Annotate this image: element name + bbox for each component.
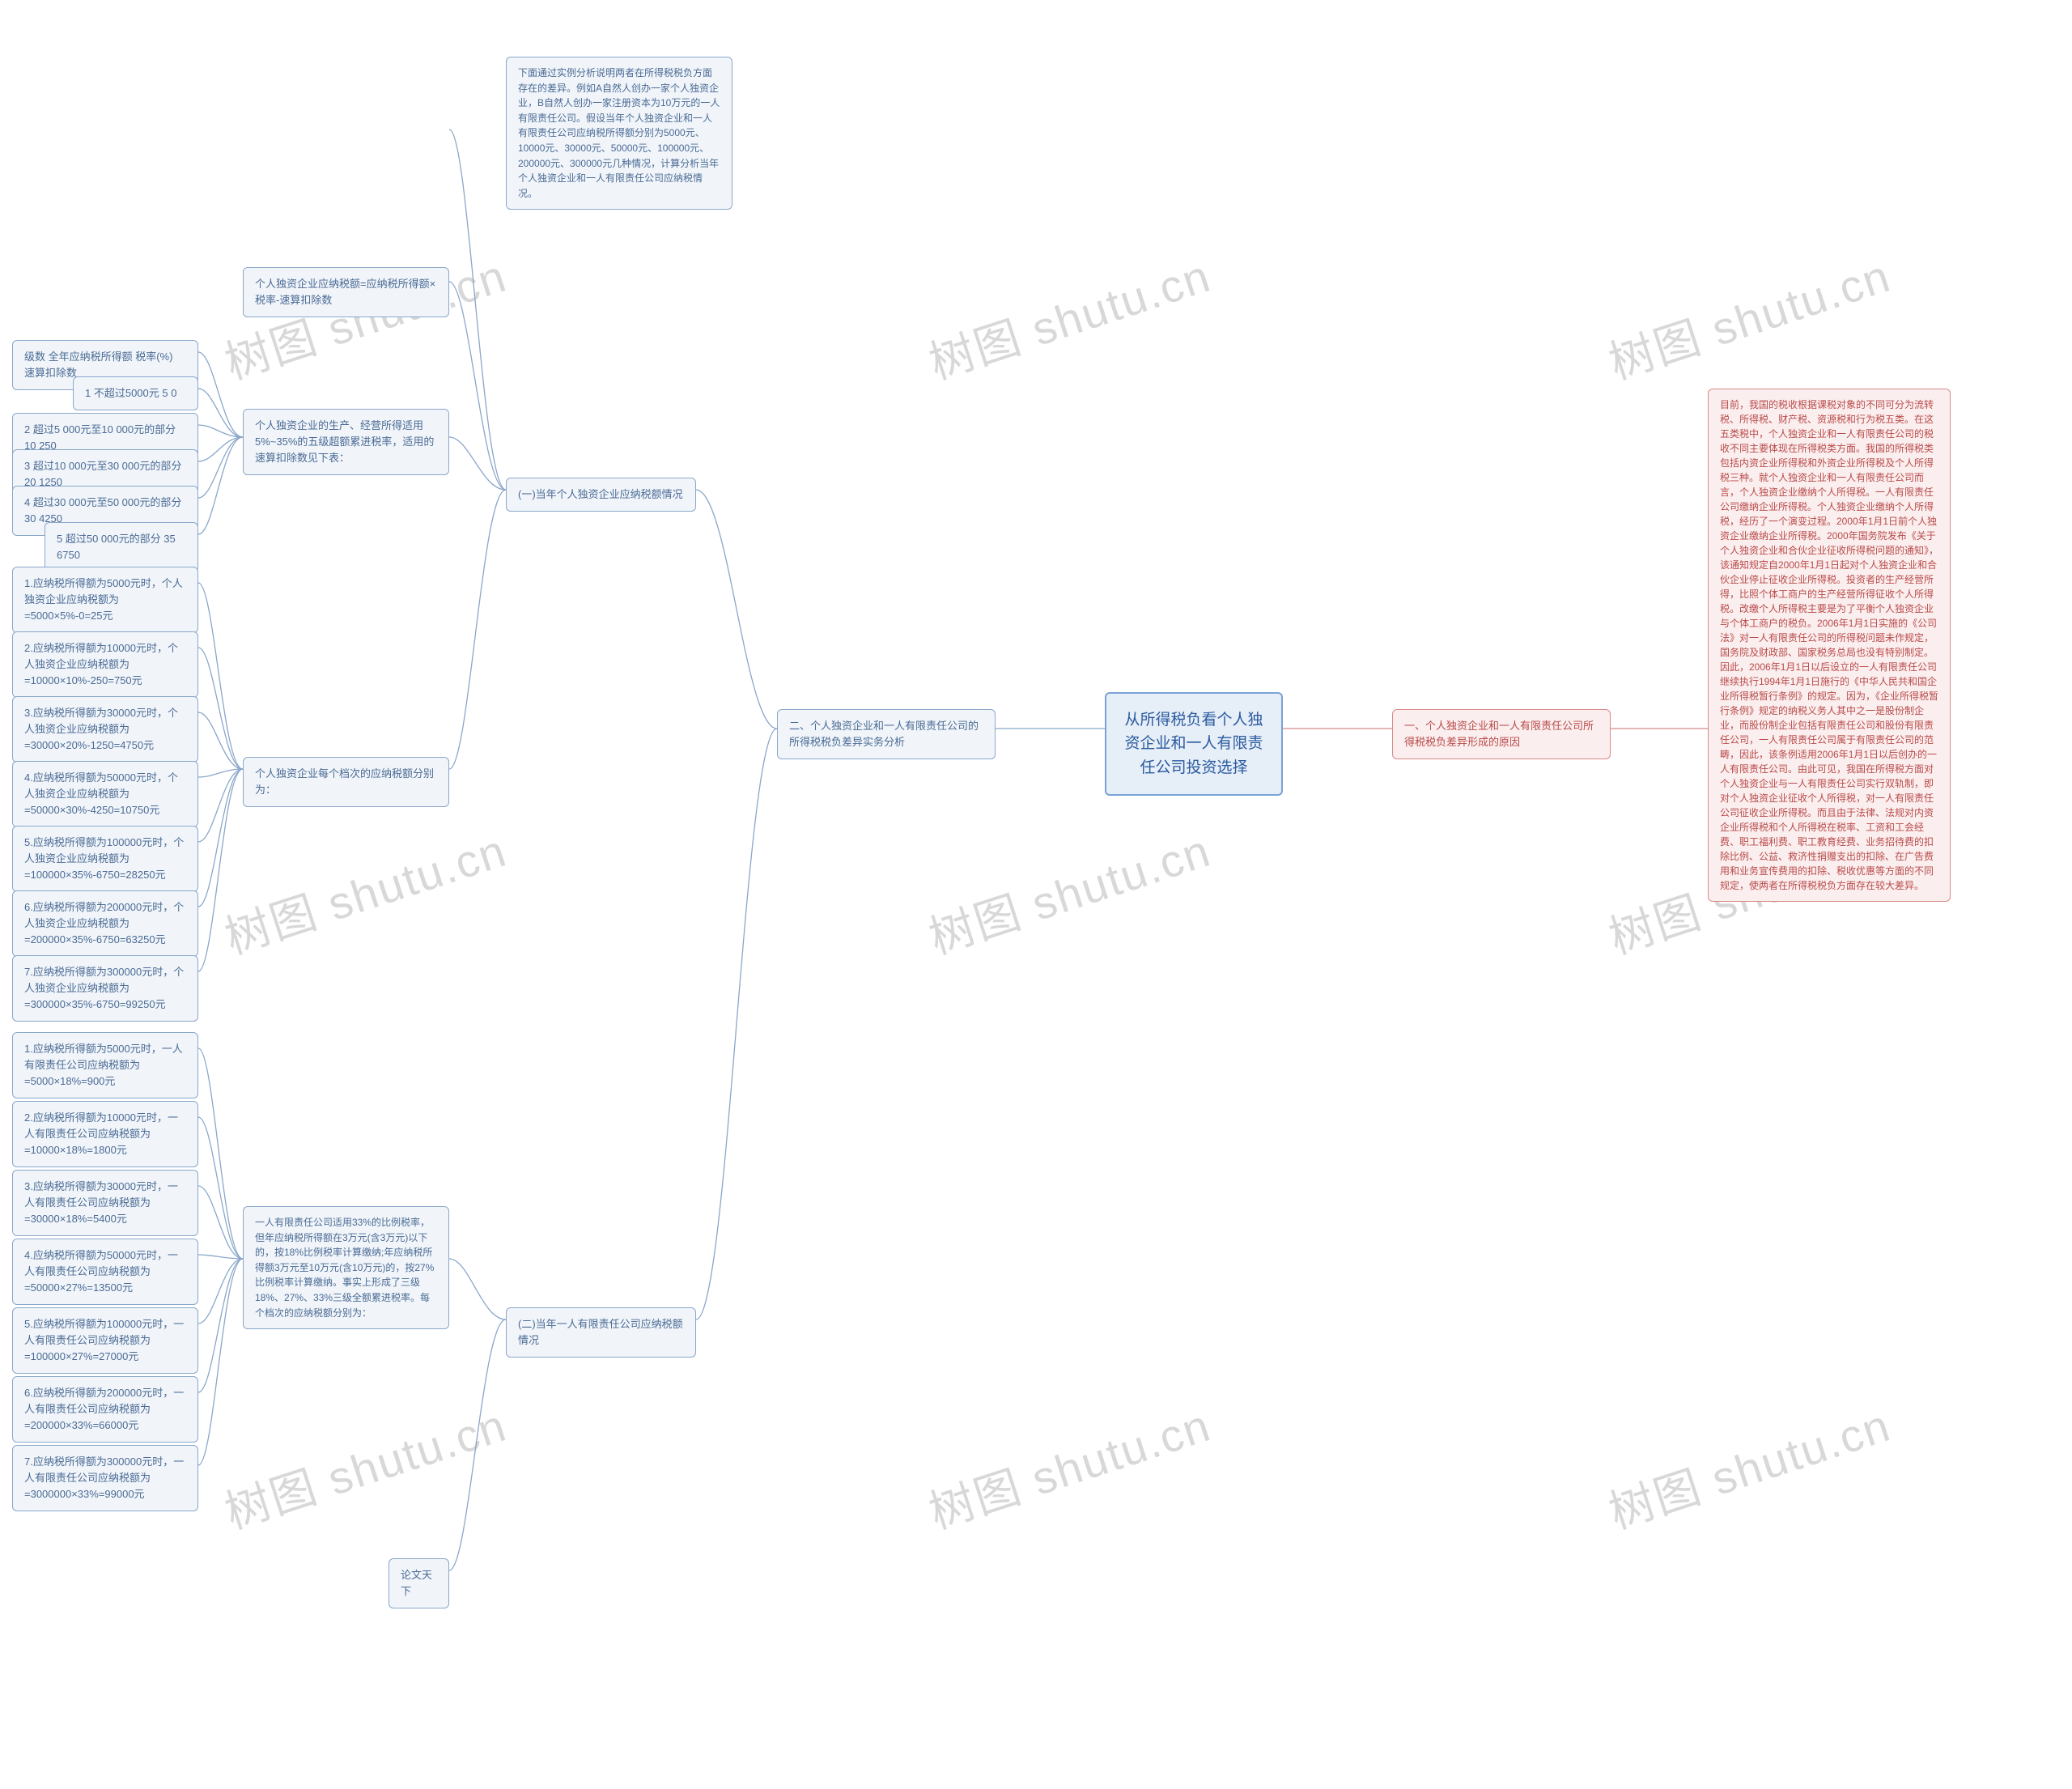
s2-calc[interactable]: 4.应纳税所得额为50000元时，一人有限责任公司应纳税额为=50000×27%… [12, 1239, 198, 1305]
right-title-node[interactable]: 一、个人独资企业和一人有限责任公司所得税税负差异形成的原因 [1392, 709, 1611, 759]
root-text: 从所得税负看个人独资企业和一人有限责任公司投资选择 [1124, 712, 1263, 776]
s2-calc[interactable]: 2.应纳税所得额为10000元时，一人有限责任公司应纳税额为=10000×18%… [12, 1101, 198, 1167]
left-title-node[interactable]: 二、个人独资企业和一人有限责任公司的所得税税负差异实务分析 [777, 709, 996, 759]
calc-text: 7.应纳税所得额为300000元时，一人有限责任公司应纳税额为=3000000×… [24, 1455, 184, 1500]
calc-text: 7.应纳税所得额为300000元时，个人独资企业应纳税额为=300000×35%… [24, 966, 184, 1010]
calc-text: 5.应纳税所得额为100000元时，个人独资企业应纳税额为=100000×35%… [24, 836, 184, 881]
s1-table-header: 级数 全年应纳税所得额 税率(%) 速算扣除数 [24, 351, 172, 379]
section-1-label: (一)当年个人独资企业应纳税额情况 [518, 488, 683, 500]
calc-text: 1.应纳税所得额为5000元时，一人有限责任公司应纳税额为=5000×18%=9… [24, 1043, 183, 1087]
s2-desc: 一人有限责任公司适用33%的比例税率，但年应纳税所得额在3万元(含3万元)以下的… [255, 1217, 434, 1319]
calc-text: 3.应纳税所得额为30000元时，一人有限责任公司应纳税额为=30000×18%… [24, 1180, 178, 1225]
s1-calc[interactable]: 2.应纳税所得额为10000元时，个人独资企业应纳税额为=10000×10%-2… [12, 631, 198, 698]
section-2-node[interactable]: (二)当年一人有限责任公司应纳税额情况 [506, 1307, 696, 1358]
s1-calc[interactable]: 5.应纳税所得额为100000元时，个人独资企业应纳税额为=100000×35%… [12, 826, 198, 892]
calc-text: 2.应纳税所得额为10000元时，个人独资企业应纳税额为=10000×10%-2… [24, 642, 178, 686]
s1-calc[interactable]: 1.应纳税所得额为5000元时，个人独资企业应纳税额为=5000×5%-0=25… [12, 567, 198, 633]
s1-example: 下面通过实例分析说明两者在所得税税负方面存在的差异。例如A自然人创办一家个人独资… [518, 67, 720, 199]
s2-calc[interactable]: 7.应纳税所得额为300000元时，一人有限责任公司应纳税额为=3000000×… [12, 1445, 198, 1511]
calc-text: 6.应纳税所得额为200000元时，一人有限责任公司应纳税额为=200000×3… [24, 1387, 184, 1431]
calc-text: 5.应纳税所得额为100000元时，一人有限责任公司应纳税额为=100000×2… [24, 1318, 184, 1362]
s2-calc[interactable]: 3.应纳税所得额为30000元时，一人有限责任公司应纳税额为=30000×18%… [12, 1170, 198, 1236]
watermark: 树图 shutu.cn [215, 1389, 514, 1542]
s2-footer-node[interactable]: 论文天下 [388, 1558, 449, 1608]
row-text: 5 超过50 000元的部分 35 6750 [57, 533, 176, 561]
s1-calc-header: 个人独资企业每个档次的应纳税额分别为： [255, 767, 434, 796]
s2-footer: 论文天下 [401, 1569, 432, 1597]
s1-formula-node[interactable]: 个人独资企业应纳税额=应纳税所得额×税率-速算扣除数 [243, 267, 449, 317]
row-text: 4 超过30 000元至50 000元的部分 30 4250 [24, 496, 181, 525]
s1-table-row[interactable]: 1 不超过5000元 5 0 [73, 376, 198, 410]
s1-table-desc: 个人独资企业的生产、经营所得适用5%~35%的五级超额累进税率，适用的速算扣除数… [255, 419, 434, 464]
s1-calc[interactable]: 3.应纳税所得额为30000元时，个人独资企业应纳税额为=30000×20%-1… [12, 696, 198, 763]
s1-calc[interactable]: 7.应纳税所得额为300000元时，个人独资企业应纳税额为=300000×35%… [12, 955, 198, 1022]
watermark: 树图 shutu.cn [919, 814, 1218, 967]
watermark: 树图 shutu.cn [919, 1389, 1218, 1542]
s2-calc[interactable]: 1.应纳税所得额为5000元时，一人有限责任公司应纳税额为=5000×18%=9… [12, 1032, 198, 1098]
row-text: 2 超过5 000元至10 000元的部分 10 250 [24, 423, 176, 452]
s1-table-desc-node[interactable]: 个人独资企业的生产、经营所得适用5%~35%的五级超额累进税率，适用的速算扣除数… [243, 409, 449, 475]
s1-table-row[interactable]: 5 超过50 000元的部分 35 6750 [45, 522, 198, 572]
s2-desc-node[interactable]: 一人有限责任公司适用33%的比例税率，但年应纳税所得额在3万元(含3万元)以下的… [243, 1206, 449, 1329]
s1-example-node[interactable]: 下面通过实例分析说明两者在所得税税负方面存在的差异。例如A自然人创办一家个人独资… [506, 57, 732, 210]
calc-text: 4.应纳税所得额为50000元时，个人独资企业应纳税额为=50000×30%-4… [24, 771, 178, 816]
right-body: 目前，我国的税收根据课税对象的不同可分为流转税、所得税、财产税、资源税和行为税五… [1720, 399, 1938, 891]
calc-text: 2.应纳税所得额为10000元时，一人有限责任公司应纳税额为=10000×18%… [24, 1111, 178, 1156]
s2-calc[interactable]: 6.应纳税所得额为200000元时，一人有限责任公司应纳税额为=200000×3… [12, 1376, 198, 1443]
root-node[interactable]: 从所得税负看个人独资企业和一人有限责任公司投资选择 [1105, 692, 1283, 796]
watermark: 树图 shutu.cn [1599, 240, 1898, 393]
row-text: 3 超过10 000元至30 000元的部分 20 1250 [24, 460, 181, 488]
watermark: 树图 shutu.cn [1599, 1389, 1898, 1542]
left-title: 二、个人独资企业和一人有限责任公司的所得税税负差异实务分析 [789, 720, 979, 748]
row-text: 1 不超过5000元 5 0 [85, 387, 176, 399]
s2-calc[interactable]: 5.应纳税所得额为100000元时，一人有限责任公司应纳税额为=100000×2… [12, 1307, 198, 1374]
s1-calc[interactable]: 4.应纳税所得额为50000元时，个人独资企业应纳税额为=50000×30%-4… [12, 761, 198, 827]
calc-text: 6.应纳税所得额为200000元时，个人独资企业应纳税额为=200000×35%… [24, 901, 184, 945]
right-title: 一、个人独资企业和一人有限责任公司所得税税负差异形成的原因 [1404, 720, 1594, 748]
watermark: 树图 shutu.cn [215, 814, 514, 967]
calc-text: 4.应纳税所得额为50000元时，一人有限责任公司应纳税额为=50000×27%… [24, 1249, 178, 1294]
s1-calc-header-node[interactable]: 个人独资企业每个档次的应纳税额分别为： [243, 757, 449, 807]
calc-text: 1.应纳税所得额为5000元时，个人独资企业应纳税额为=5000×5%-0=25… [24, 577, 183, 622]
section-2-label: (二)当年一人有限责任公司应纳税额情况 [518, 1318, 683, 1346]
right-body-node[interactable]: 目前，我国的税收根据课税对象的不同可分为流转税、所得税、财产税、资源税和行为税五… [1708, 389, 1951, 902]
s1-calc[interactable]: 6.应纳税所得额为200000元时，个人独资企业应纳税额为=200000×35%… [12, 890, 198, 957]
s1-formula: 个人独资企业应纳税额=应纳税所得额×税率-速算扣除数 [255, 278, 435, 306]
calc-text: 3.应纳税所得额为30000元时，个人独资企业应纳税额为=30000×20%-1… [24, 707, 178, 751]
section-1-node[interactable]: (一)当年个人独资企业应纳税额情况 [506, 478, 696, 512]
watermark: 树图 shutu.cn [919, 240, 1218, 393]
